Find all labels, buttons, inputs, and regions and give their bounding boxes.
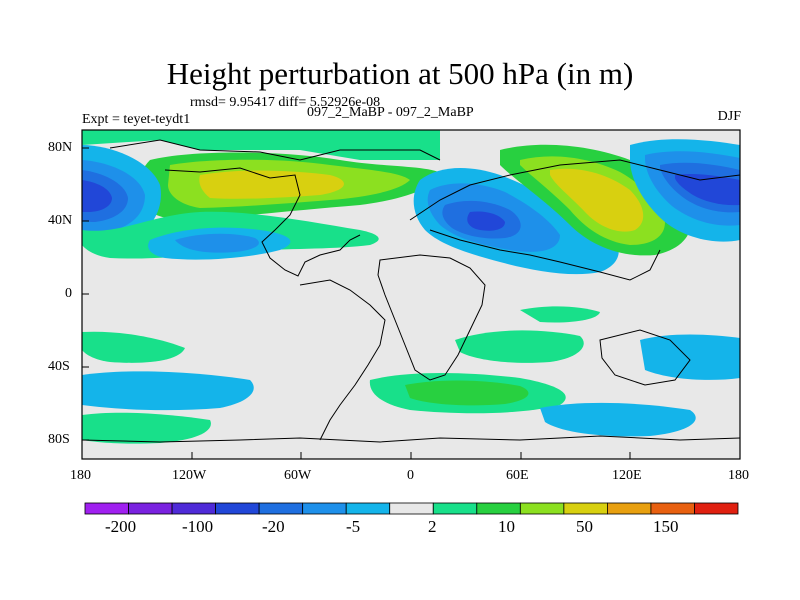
colorbar [0, 0, 800, 600]
colorbar-swatch [172, 503, 216, 514]
colorbar-swatch [520, 503, 564, 514]
colorbar-swatch [303, 503, 347, 514]
colorbar-label: 10 [498, 518, 515, 535]
colorbar-swatch [607, 503, 651, 514]
colorbar-label: -200 [105, 518, 136, 535]
colorbar-label: -100 [182, 518, 213, 535]
colorbar-label: 50 [576, 518, 593, 535]
colorbar-swatch [85, 503, 129, 514]
colorbar-swatch [564, 503, 608, 514]
colorbar-swatch [346, 503, 390, 514]
colorbar-swatch [651, 503, 695, 514]
colorbar-swatch [390, 503, 434, 514]
colorbar-label: -20 [262, 518, 285, 535]
colorbar-label: 150 [653, 518, 679, 535]
colorbar-swatch [129, 503, 173, 514]
colorbar-swatch [477, 503, 521, 514]
colorbar-swatch [433, 503, 477, 514]
colorbar-swatch [216, 503, 260, 514]
colorbar-label: -5 [346, 518, 360, 535]
colorbar-swatch [259, 503, 303, 514]
colorbar-swatch [694, 503, 738, 514]
colorbar-label: 2 [428, 518, 437, 535]
